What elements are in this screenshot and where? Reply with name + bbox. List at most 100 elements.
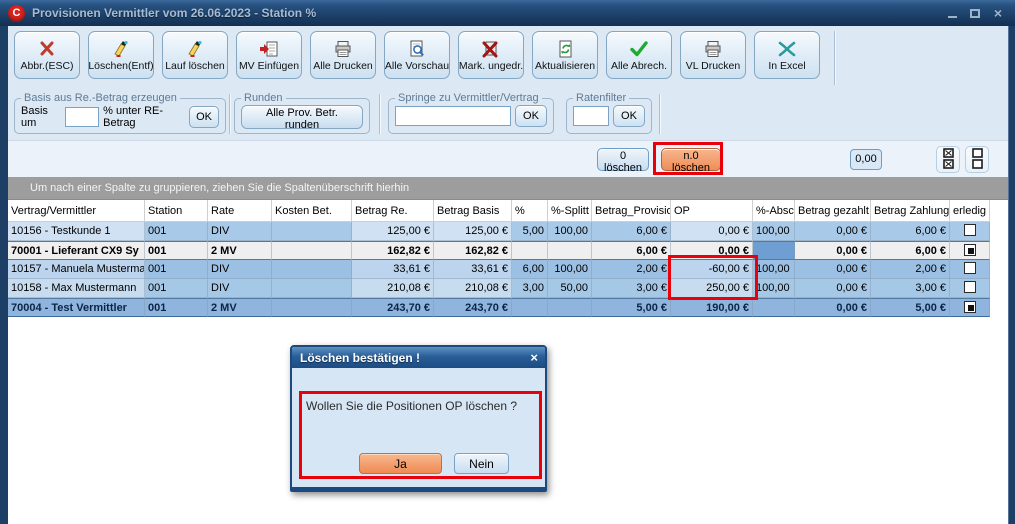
cell-zahlung[interactable]: 3,00 € — [871, 279, 950, 298]
cell-gezahlt[interactable]: 0,00 € — [795, 279, 871, 298]
print-all-button[interactable]: Alle Drucken — [310, 31, 376, 79]
cell-zahlung[interactable]: 6,00 € — [871, 222, 950, 241]
cell-op[interactable]: -60,00 € — [671, 260, 753, 279]
cell-erledigt[interactable] — [950, 241, 990, 260]
delete-run-button[interactable]: Lauf löschen — [162, 31, 228, 79]
checkbox-unchecked[interactable] — [963, 281, 976, 294]
cell-rate[interactable]: 2 MV — [208, 298, 272, 317]
cell-betrag-basis[interactable]: 162,82 € — [434, 241, 512, 260]
table-row-group-selected[interactable]: 70004 - Test Vermittler 001 2 MV 243,70 … — [8, 298, 990, 317]
checkbox-unchecked[interactable] — [963, 262, 976, 275]
checkbox-unchecked[interactable] — [963, 224, 976, 237]
cell-zahlung[interactable]: 2,00 € — [871, 260, 950, 279]
cell-station[interactable]: 001 — [145, 260, 208, 279]
cell-kosten[interactable] — [272, 222, 352, 241]
delete-zero-button[interactable]: 0 löschen — [597, 148, 649, 174]
cell-absc[interactable] — [753, 298, 795, 317]
cell-splitt[interactable] — [548, 241, 592, 260]
cell-op[interactable]: 0,00 € — [671, 222, 753, 241]
cell-kosten[interactable] — [272, 260, 352, 279]
column-header[interactable]: Betrag Zahlung — [871, 200, 950, 222]
column-header[interactable]: Vertrag/Vermittler — [8, 200, 145, 222]
cell-prozent[interactable]: 3,00 — [512, 279, 548, 298]
cell-rate[interactable]: 2 MV — [208, 241, 272, 260]
cell-station[interactable]: 001 — [145, 222, 208, 241]
delete-not-zero-button[interactable]: n.0 löschen — [661, 148, 721, 174]
column-header[interactable]: Betrag_Provisio — [592, 200, 671, 222]
cell-betrag-re[interactable]: 243,70 € — [352, 298, 434, 317]
cell-betrag-re[interactable]: 162,82 € — [352, 241, 434, 260]
cell-provision[interactable]: 3,00 € — [592, 279, 671, 298]
cell-splitt[interactable]: 100,00 — [548, 222, 592, 241]
table-row[interactable]: 10157 - Manuela Musterman 001 DIV 33,61 … — [8, 260, 990, 279]
refresh-button[interactable]: Aktualisieren — [532, 31, 598, 79]
column-header[interactable]: Rate — [208, 200, 272, 222]
mark-unprinted-button[interactable]: Mark. ungedr. — [458, 31, 524, 79]
cell-betrag-re[interactable]: 210,08 € — [352, 279, 434, 298]
column-header[interactable]: Betrag Re. — [352, 200, 434, 222]
cell-betrag-re[interactable]: 125,00 € — [352, 222, 434, 241]
column-header[interactable]: % — [512, 200, 548, 222]
cell-absc[interactable] — [753, 241, 795, 260]
no-button[interactable]: Nein — [454, 453, 509, 474]
cell-erledigt[interactable] — [950, 222, 990, 241]
cell-prozent[interactable] — [512, 241, 548, 260]
yes-button[interactable]: Ja — [359, 453, 442, 474]
cell-kosten[interactable] — [272, 241, 352, 260]
delete-row-button[interactable]: Löschen(Entf) — [88, 31, 154, 79]
cell-station[interactable]: 001 — [145, 241, 208, 260]
rate-filter-input[interactable] — [573, 106, 609, 126]
column-header[interactable]: OP — [671, 200, 753, 222]
cell-op[interactable]: 190,00 € — [671, 298, 753, 317]
cell-betrag-basis[interactable]: 210,08 € — [434, 279, 512, 298]
cell-kosten[interactable] — [272, 279, 352, 298]
cell-op[interactable]: 250,00 € — [671, 279, 753, 298]
column-header[interactable]: Betrag gezahlt — [795, 200, 871, 222]
cell-betrag-re[interactable]: 33,61 € — [352, 260, 434, 279]
column-header[interactable]: Betrag Basis — [434, 200, 512, 222]
cell-absc[interactable]: 100,00 — [753, 279, 795, 298]
cell-zahlung[interactable]: 5,00 € — [871, 298, 950, 317]
cell-station[interactable]: 001 — [145, 279, 208, 298]
column-header[interactable]: Kosten Bet. — [272, 200, 352, 222]
jump-search-input[interactable] — [395, 106, 511, 126]
rate-ok-button[interactable]: OK — [613, 105, 645, 127]
cell-provision[interactable]: 6,00 € — [592, 241, 671, 260]
cell-rate[interactable]: DIV — [208, 279, 272, 298]
cell-vertrag[interactable]: 10157 - Manuela Musterman — [8, 260, 145, 279]
cell-gezahlt[interactable]: 0,00 € — [795, 298, 871, 317]
cell-betrag-basis[interactable]: 33,61 € — [434, 260, 512, 279]
preview-all-button[interactable]: Alle Vorschau — [384, 31, 450, 79]
column-header[interactable]: erledig — [950, 200, 990, 222]
cell-rate[interactable]: DIV — [208, 222, 272, 241]
basis-ok-button[interactable]: OK — [189, 106, 219, 128]
export-excel-button[interactable]: In Excel — [754, 31, 820, 79]
cell-splitt[interactable]: 50,00 — [548, 279, 592, 298]
column-header[interactable]: %-Splitt — [548, 200, 592, 222]
mv-insert-button[interactable]: MV Einfügen — [236, 31, 302, 79]
maximize-icon[interactable] — [968, 6, 982, 20]
cell-prozent[interactable] — [512, 298, 548, 317]
cell-rate[interactable]: DIV — [208, 260, 272, 279]
vl-print-button[interactable]: VL Drucken — [680, 31, 746, 79]
cell-splitt[interactable]: 100,00 — [548, 260, 592, 279]
cell-op[interactable]: 0,00 € — [671, 241, 753, 260]
round-all-button[interactable]: Alle Prov. Betr. runden — [241, 105, 363, 131]
check-all-button[interactable] — [936, 146, 960, 173]
cell-betrag-basis[interactable]: 125,00 € — [434, 222, 512, 241]
minimize-icon[interactable] — [945, 6, 959, 20]
cell-provision[interactable]: 5,00 € — [592, 298, 671, 317]
settle-all-button[interactable]: Alle Abrech. — [606, 31, 672, 79]
uncheck-all-button[interactable] — [965, 146, 989, 173]
cell-absc[interactable]: 100,00 — [753, 222, 795, 241]
cell-gezahlt[interactable]: 0,00 € — [795, 222, 871, 241]
cell-kosten[interactable] — [272, 298, 352, 317]
cell-prozent[interactable]: 5,00 — [512, 222, 548, 241]
jump-ok-button[interactable]: OK — [515, 105, 547, 127]
cell-gezahlt[interactable]: 0,00 € — [795, 241, 871, 260]
cell-prozent[interactable]: 6,00 — [512, 260, 548, 279]
table-row-group[interactable]: 70001 - Lieferant CX9 Sy 001 2 MV 162,82… — [8, 241, 990, 260]
close-icon[interactable]: × — [993, 5, 1003, 21]
cell-station[interactable]: 001 — [145, 298, 208, 317]
cell-erledigt[interactable] — [950, 298, 990, 317]
